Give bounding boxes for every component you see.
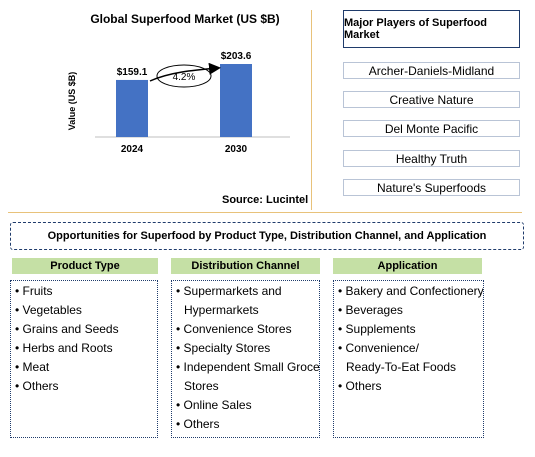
list-item: • Others: [176, 417, 220, 431]
list-item: Hypermarkets: [184, 303, 259, 317]
growth-arrow: [149, 62, 221, 82]
list-item: • Others: [15, 379, 59, 393]
list-item: • Herbs and Roots: [15, 341, 113, 355]
list-item: • Convenience/: [338, 341, 419, 355]
chart-title: Global Superfood Market (US $B): [90, 12, 280, 26]
bar-chart: $159.1 2024 $203.6 2030 4.2% Value (US $B): [67, 51, 290, 155]
list-item: • Supermarkets and: [176, 284, 282, 298]
list-item: Stores: [184, 379, 219, 393]
list-item: • Specialty Stores: [176, 341, 271, 355]
vertical-divider: [311, 10, 312, 210]
list-item: • Independent Small Grocery: [176, 360, 320, 374]
list-item: • Vegetables: [15, 303, 82, 317]
list-item: • Bakery and Confectionery: [338, 284, 484, 298]
player-item: Nature's Superfoods: [343, 179, 520, 196]
product-type-heading: Product Type: [12, 258, 158, 274]
players-title: Major Players of Superfood Market: [343, 10, 520, 48]
x-tick-label: 2030: [225, 144, 248, 155]
list-item: • Meat: [15, 360, 50, 374]
x-tick-label: 2024: [121, 144, 144, 155]
bar-2030: [220, 64, 252, 137]
list-item: • Convenience Stores: [176, 322, 292, 336]
data-label: $159.1: [117, 67, 148, 78]
y-axis-label: Value (US $B): [67, 72, 77, 131]
list-item: • Grains and Seeds: [15, 322, 119, 336]
list-item: • Supplements: [338, 322, 416, 336]
product-type-list: • Fruits • Vegetables • Grains and Seeds…: [10, 280, 158, 438]
distribution-channel-list: • Supermarkets and Hypermarkets • Conven…: [171, 280, 320, 438]
player-item: Del Monte Pacific: [343, 120, 520, 137]
application-list: • Bakery and Confectionery • Beverages •…: [333, 280, 484, 438]
list-item: • Online Sales: [176, 398, 252, 412]
opportunities-title: Opportunities for Superfood by Product T…: [10, 222, 524, 250]
source-note: Source: Lucintel: [222, 194, 309, 206]
list-item: • Beverages: [338, 303, 403, 317]
data-label: $203.6: [221, 51, 252, 62]
growth-label: 4.2%: [173, 72, 196, 83]
player-item: Archer-Daniels-Midland: [343, 62, 520, 79]
player-item: Healthy Truth: [343, 150, 520, 167]
list-item: • Fruits: [15, 284, 53, 298]
player-item: Creative Nature: [343, 91, 520, 108]
list-item: • Others: [338, 379, 382, 393]
bar-2024: [116, 79, 148, 137]
list-item: Ready-To-Eat Foods: [346, 360, 457, 374]
application-heading: Application: [333, 258, 482, 274]
distribution-channel-heading: Distribution Channel: [171, 258, 320, 274]
horizontal-divider: [8, 212, 522, 213]
